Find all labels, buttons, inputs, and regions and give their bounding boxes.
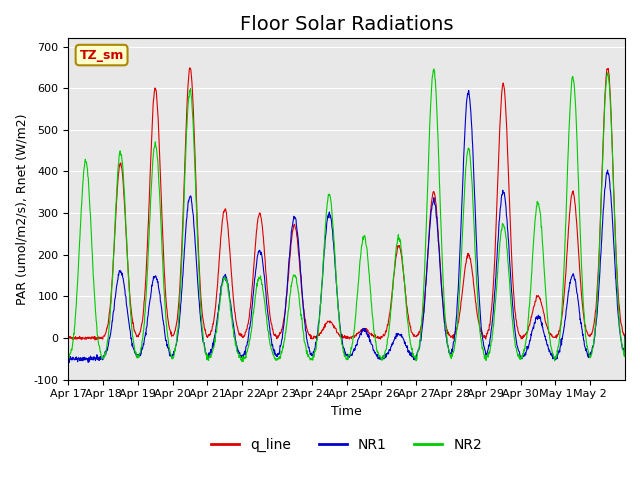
NR2 — [152, 139, 159, 145]
Line: q_line: q_line — [68, 68, 625, 340]
Text: TZ_sm: TZ_sm — [79, 48, 124, 61]
NR1 — [614, 315, 622, 321]
Line: NR1: NR1 — [68, 90, 625, 362]
NR1 — [65, 355, 72, 361]
Legend: q_line, NR1, NR2: q_line, NR1, NR2 — [205, 432, 488, 458]
q_line — [186, 65, 194, 71]
NR2 — [430, 66, 438, 72]
NR1 — [621, 333, 629, 339]
q_line — [560, 293, 568, 299]
NR2 — [621, 335, 629, 340]
NR2 — [560, 262, 568, 268]
Line: NR2: NR2 — [68, 69, 625, 361]
NR1 — [332, 280, 340, 286]
NR1 — [465, 87, 472, 93]
NR2 — [322, 219, 330, 225]
q_line — [333, 330, 340, 336]
q_line — [323, 321, 330, 326]
q_line — [152, 86, 159, 92]
NR1 — [479, 334, 486, 340]
NR1 — [152, 273, 159, 278]
NR2 — [614, 306, 622, 312]
Title: Floor Solar Radiations: Floor Solar Radiations — [240, 15, 453, 34]
q_line — [65, 335, 72, 340]
q_line — [92, 337, 99, 343]
q_line — [479, 332, 486, 337]
NR2 — [238, 359, 246, 364]
NR2 — [65, 355, 72, 361]
NR1 — [322, 232, 330, 238]
NR1 — [560, 324, 568, 330]
Y-axis label: PAR (umol/m2/s), Rnet (W/m2): PAR (umol/m2/s), Rnet (W/m2) — [15, 113, 28, 305]
q_line — [621, 336, 629, 342]
X-axis label: Time: Time — [332, 405, 362, 418]
q_line — [614, 294, 622, 300]
NR1 — [84, 360, 92, 365]
NR2 — [332, 276, 340, 282]
NR2 — [479, 345, 486, 351]
